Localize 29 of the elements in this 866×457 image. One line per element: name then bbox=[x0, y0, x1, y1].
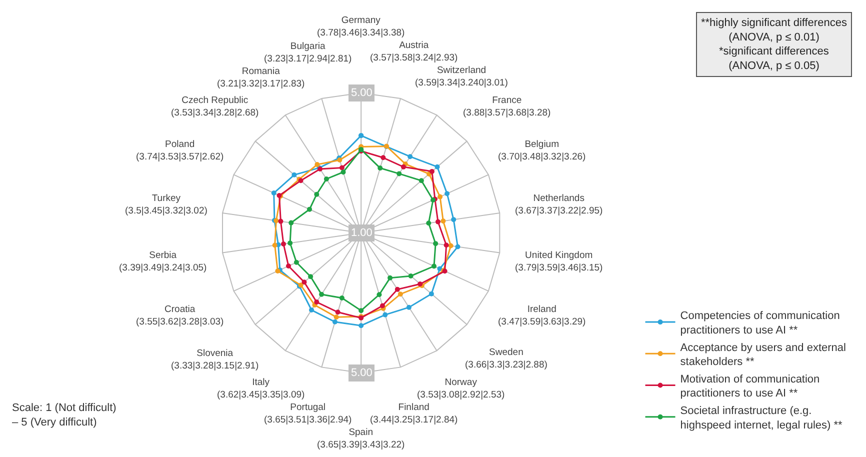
spoke-label: Belgium (3.70|3.48|3.32|3.26) bbox=[498, 139, 586, 162]
spoke-label: Portugal (3.65|3.51|3.36|2.94) bbox=[264, 402, 352, 426]
spoke-label: Romania (3.21|3.32|3.17|2.83) bbox=[217, 66, 305, 90]
spoke-label: Croatia (3.55|3.62|3.28|3.03) bbox=[136, 304, 224, 328]
spoke-label: Spain (3.65|3.39|3.43|3.22) bbox=[317, 427, 405, 450]
legend-label: Competencies of communication practitioners to use AI ** bbox=[680, 310, 840, 336]
spoke-label: Bulgaria (3.23|3.17|2.94|2.81) bbox=[264, 41, 352, 64]
spoke-label: Czech Republic (3.53|3.34|3.28|2.68) bbox=[171, 95, 259, 118]
spoke-label: Turkey (3.5|3.45|3.32|3.02) bbox=[125, 193, 208, 216]
spoke-label: Slovenia (3.33|3.28|3.15|2.91) bbox=[171, 348, 259, 372]
spoke-label: Sweden (3.66|3.3|3.23|2.88) bbox=[465, 347, 548, 370]
spoke-label: Italy (3.62|3.45|3.35|3.09) bbox=[217, 377, 305, 400]
spoke-label: Ireland (3.47|3.59|3.63|3.29) bbox=[498, 304, 586, 328]
spoke-label: Netherlands (3.67|3.37|3.22|2.95) bbox=[515, 193, 603, 216]
spoke-label: Norway (3.53|3.08|2.92|2.53) bbox=[417, 377, 505, 400]
legend-label: Acceptance by users and external stakeholders ** bbox=[680, 342, 846, 368]
text: Scale: 1 (Not difficult) – 5 (Very difficult) bbox=[12, 402, 116, 428]
spoke-label: United Kingdom (3.79|3.59|3.46|3.15) bbox=[515, 250, 603, 274]
spoke-label: France (3.88|3.57|3.68|3.28) bbox=[463, 95, 551, 118]
y-tick-label: 1.00 bbox=[351, 227, 372, 239]
spoke-label: Poland (3.74|3.53|3.57|2.62) bbox=[136, 139, 224, 162]
spoke-label: Finland (3.44|3.25|3.17|2.84) bbox=[370, 402, 458, 426]
text: **highly significant differences (ANOVA, p ≤ 0.01) *significant differences (ANOVA, p ≤ 0.05) bbox=[701, 17, 848, 72]
legend-label: Motivation of communication practitioners to use AI ** bbox=[680, 373, 820, 400]
spoke-label: Switzerland (3.59|3.34|3.240|3.01) bbox=[415, 65, 508, 88]
spoke-label: Serbia (3.39|3.49|3.24|3.05) bbox=[119, 250, 207, 274]
spoke-label: Germany (3.78|3.46|3.34|3.38) bbox=[317, 15, 405, 38]
legend-label: Societal infrastructure (e.g. highspeed internet, legal rules) ** bbox=[680, 405, 844, 432]
spoke-label: Austria (3.57|3.58|3.24|2.93) bbox=[370, 40, 458, 64]
